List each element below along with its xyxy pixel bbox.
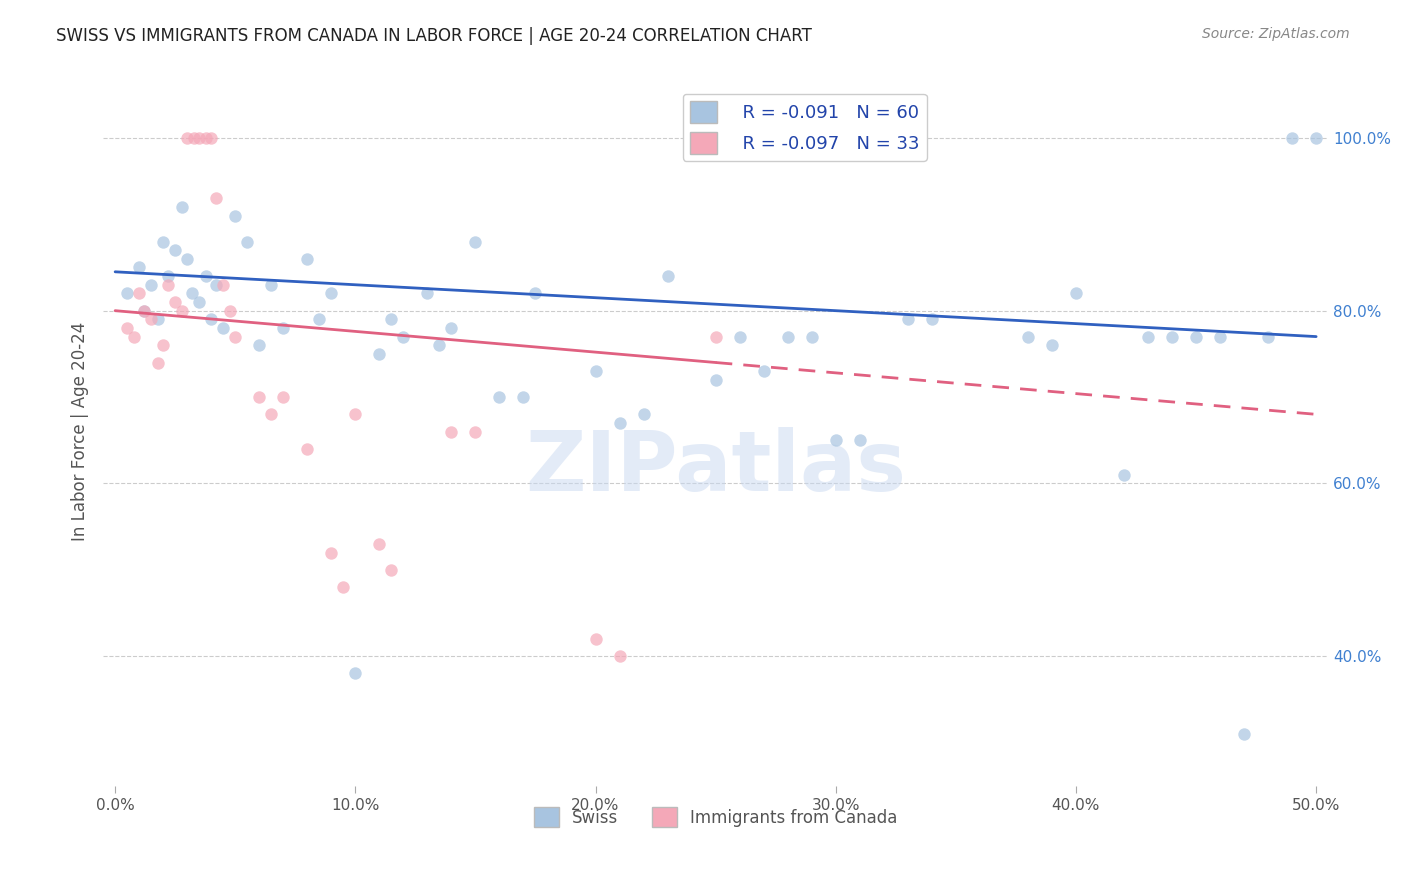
Point xyxy=(1185,329,1208,343)
Point xyxy=(195,131,218,145)
Point xyxy=(380,312,402,326)
Point xyxy=(132,303,155,318)
Point xyxy=(848,434,870,448)
Point xyxy=(176,131,198,145)
Point xyxy=(824,434,846,448)
Text: ZIPatlas: ZIPatlas xyxy=(524,426,905,508)
Point xyxy=(156,269,179,284)
Point xyxy=(344,666,367,681)
Point xyxy=(609,649,631,664)
Text: SWISS VS IMMIGRANTS FROM CANADA IN LABOR FORCE | AGE 20-24 CORRELATION CHART: SWISS VS IMMIGRANTS FROM CANADA IN LABOR… xyxy=(56,27,813,45)
Point xyxy=(321,286,343,301)
Point xyxy=(585,364,607,378)
Point xyxy=(440,321,463,335)
Point xyxy=(260,408,283,422)
Point xyxy=(585,632,607,646)
Point xyxy=(752,364,775,378)
Point xyxy=(141,312,163,326)
Point xyxy=(921,312,943,326)
Point xyxy=(148,355,170,369)
Point xyxy=(1040,338,1063,352)
Point xyxy=(464,425,486,439)
Point xyxy=(165,295,187,310)
Point xyxy=(1161,329,1184,343)
Point xyxy=(897,312,920,326)
Point xyxy=(704,329,727,343)
Point xyxy=(1281,131,1303,145)
Point xyxy=(200,131,222,145)
Point xyxy=(115,286,138,301)
Point xyxy=(1209,329,1232,343)
Point xyxy=(247,338,270,352)
Point xyxy=(172,200,194,214)
Point xyxy=(368,347,391,361)
Point xyxy=(132,303,155,318)
Point xyxy=(176,252,198,266)
Point xyxy=(124,329,146,343)
Point xyxy=(165,244,187,258)
Point xyxy=(416,286,439,301)
Point xyxy=(224,209,246,223)
Point xyxy=(488,390,510,404)
Point xyxy=(728,329,751,343)
Point xyxy=(1064,286,1087,301)
Point xyxy=(260,277,283,292)
Point xyxy=(308,312,330,326)
Point xyxy=(188,295,211,310)
Point xyxy=(219,303,242,318)
Point xyxy=(1305,131,1327,145)
Point xyxy=(156,277,179,292)
Point xyxy=(152,235,174,249)
Point xyxy=(188,131,211,145)
Point xyxy=(800,329,823,343)
Point xyxy=(657,269,679,284)
Point xyxy=(704,373,727,387)
Point xyxy=(172,303,194,318)
Point xyxy=(1112,467,1135,482)
Point xyxy=(297,252,319,266)
Point xyxy=(464,235,486,249)
Point xyxy=(633,408,655,422)
Point xyxy=(440,425,463,439)
Point xyxy=(115,321,138,335)
Legend: Swiss, Immigrants from Canada: Swiss, Immigrants from Canada xyxy=(527,800,904,834)
Point xyxy=(148,312,170,326)
Point xyxy=(212,321,235,335)
Point xyxy=(368,537,391,551)
Point xyxy=(271,390,294,404)
Point xyxy=(524,286,547,301)
Point xyxy=(247,390,270,404)
Point xyxy=(183,131,205,145)
Point xyxy=(195,269,218,284)
Point xyxy=(609,416,631,430)
Point xyxy=(224,329,246,343)
Point xyxy=(152,338,174,352)
Point xyxy=(236,235,259,249)
Point xyxy=(128,260,150,275)
Point xyxy=(205,277,228,292)
Point xyxy=(128,286,150,301)
Point xyxy=(205,191,228,205)
Point xyxy=(429,338,451,352)
Point xyxy=(321,545,343,559)
Point xyxy=(344,408,367,422)
Point xyxy=(1136,329,1159,343)
Point xyxy=(512,390,534,404)
Point xyxy=(380,563,402,577)
Text: Source: ZipAtlas.com: Source: ZipAtlas.com xyxy=(1202,27,1350,41)
Point xyxy=(181,286,204,301)
Point xyxy=(1017,329,1039,343)
Point xyxy=(392,329,415,343)
Point xyxy=(1257,329,1279,343)
Point xyxy=(776,329,799,343)
Point xyxy=(332,580,354,594)
Point xyxy=(200,312,222,326)
Point xyxy=(297,442,319,456)
Y-axis label: In Labor Force | Age 20-24: In Labor Force | Age 20-24 xyxy=(72,322,89,541)
Point xyxy=(271,321,294,335)
Point xyxy=(212,277,235,292)
Point xyxy=(141,277,163,292)
Point xyxy=(1233,727,1256,741)
